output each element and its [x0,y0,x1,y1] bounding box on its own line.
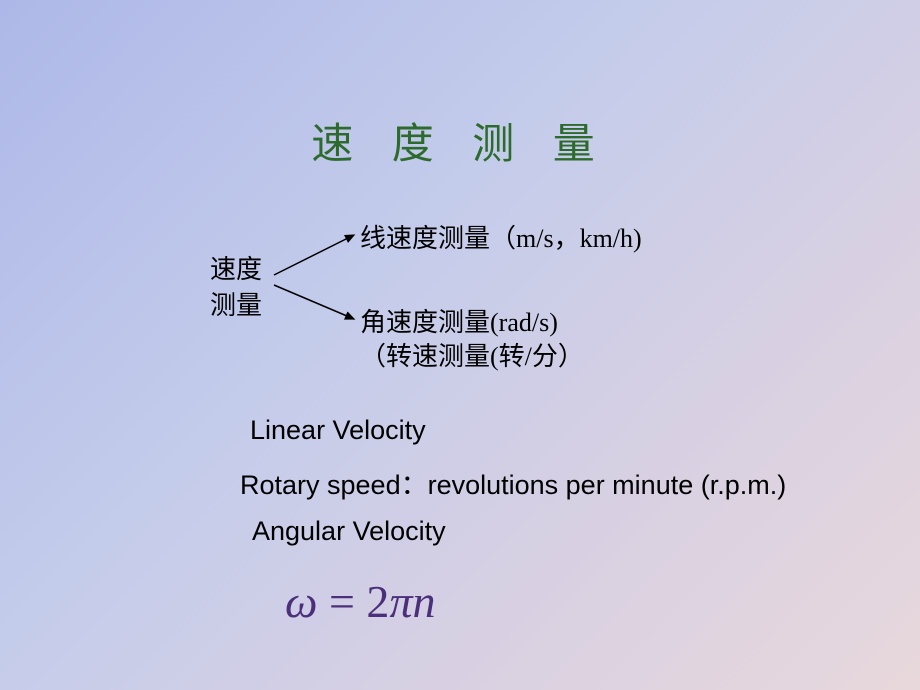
formula-omega: ω [285,576,317,627]
slide-title: 速 度 测 量 [311,110,609,171]
root-line1: 速度 [210,255,262,284]
english-angular: Angular Velocity [252,516,446,547]
root-line2: 测量 [210,291,262,320]
english-linear: Linear Velocity [250,415,426,446]
formula-pi: π [389,576,412,627]
root-label: 速度 测量 [210,252,262,325]
english-rotary: Rotary speed：revolutions per minute (r.p… [240,463,786,502]
branch-rpm: （转速测量(转/分） [360,336,584,373]
formula-eq: = 2 [317,576,389,627]
formula-n: n [412,576,435,627]
branch-angular: 角速度测量(rad/s) [360,302,558,339]
formula: ω = 2πn [285,575,435,628]
branch-linear: 线速度测量（m/s，km/h) [360,218,642,255]
branch-arrows [268,227,368,327]
